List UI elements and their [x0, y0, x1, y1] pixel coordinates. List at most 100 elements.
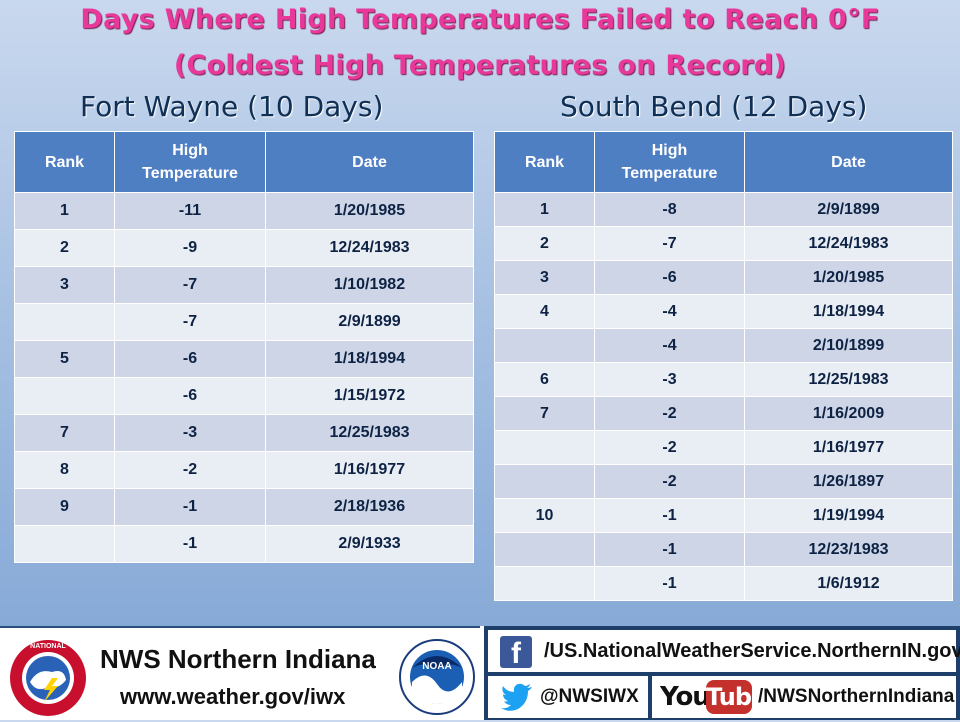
col-high-label: High [172, 142, 208, 159]
temperature-cell: -4 [594, 328, 745, 363]
date-cell: 1/19/1994 [744, 498, 953, 533]
table-row: 2 -9 12/24/1983 [14, 229, 474, 267]
twitter-icon [501, 683, 532, 711]
temperature-cell: -7 [594, 226, 745, 261]
date-cell: 1/16/1977 [265, 451, 474, 489]
rank-cell [494, 532, 595, 567]
date-cell: 1/6/1912 [744, 566, 953, 601]
footer-branding: NATIONAL NWS Northern Indiana www.weathe… [0, 626, 480, 722]
office-name: NWS Northern Indiana [100, 644, 376, 674]
date-cell: 1/18/1994 [265, 340, 474, 378]
rank-cell: 2 [14, 229, 115, 267]
table-row: -2 1/26/1897 [494, 464, 953, 499]
noaa-seal-text: NOAA [422, 661, 451, 672]
col-temperature-label: Temperature [621, 165, 718, 182]
date-cell: 2/9/1899 [265, 303, 474, 341]
table-row: 7 -3 12/25/1983 [14, 414, 474, 452]
south-bend-heading: South Bend (12 Days) [560, 90, 868, 123]
table-row: 4 -4 1/18/1994 [494, 294, 953, 329]
table-row: -4 2/10/1899 [494, 328, 953, 363]
date-cell: 2/9/1933 [265, 525, 474, 563]
date-cell: 12/24/1983 [744, 226, 953, 261]
youtube-logo-you: You [660, 682, 711, 712]
temperature-cell: -6 [114, 377, 266, 415]
table-row: -7 2/9/1899 [14, 303, 474, 341]
nws-logo-icon: NATIONAL [10, 640, 86, 716]
rank-cell: 7 [494, 396, 595, 431]
temperature-cell: -1 [594, 498, 745, 533]
website-link[interactable]: www.weather.gov/iwx [120, 684, 346, 709]
rank-cell: 1 [494, 192, 595, 227]
page-subtitle: (Coldest High Temperatures on Record) [173, 50, 787, 81]
date-cell: 1/20/1985 [265, 192, 474, 230]
temperature-cell: -9 [114, 229, 266, 267]
table-row: -1 2/9/1933 [14, 525, 474, 563]
social-links: f /US.NationalWeatherService.NorthernIN.… [484, 626, 960, 720]
temperature-cell: -2 [114, 451, 266, 489]
date-cell: 12/23/1983 [744, 532, 953, 567]
table-row: 1 -8 2/9/1899 [494, 192, 953, 227]
rank-cell: 6 [494, 362, 595, 397]
temperature-cell: -3 [114, 414, 266, 452]
date-cell: 2/9/1899 [744, 192, 953, 227]
date-cell: 12/25/1983 [744, 362, 953, 397]
youtube-icon: Tube [706, 680, 767, 714]
table-row: 5 -6 1/18/1994 [14, 340, 474, 378]
date-cell: 12/25/1983 [265, 414, 474, 452]
col-rank: Rank [494, 131, 595, 193]
date-cell: 1/16/1977 [744, 430, 953, 465]
table-row: -1 1/6/1912 [494, 566, 953, 601]
rank-cell [494, 566, 595, 601]
table-row: 1 -11 1/20/1985 [14, 192, 474, 230]
rank-cell: 3 [14, 266, 115, 304]
table-row: 7 -2 1/16/2009 [494, 396, 953, 431]
rank-cell: 3 [494, 260, 595, 295]
temperature-cell: -2 [594, 430, 745, 465]
table-row: 2 -7 12/24/1983 [494, 226, 953, 261]
col-temperature-label: Temperature [142, 165, 238, 182]
table-row: 3 -7 1/10/1982 [14, 266, 474, 304]
table-header-row: Rank High Temperature Date [14, 131, 474, 193]
facebook-link[interactable]: f /US.NationalWeatherService.NorthernIN.… [488, 630, 960, 672]
date-cell: 2/10/1899 [744, 328, 953, 363]
col-date: Date [744, 131, 953, 193]
rank-cell [14, 525, 115, 563]
table-row: 9 -1 2/18/1936 [14, 488, 474, 526]
date-cell: 1/20/1985 [744, 260, 953, 295]
temperature-cell: -7 [114, 303, 266, 341]
svg-text:NATIONAL: NATIONAL [30, 643, 66, 650]
rank-cell: 7 [14, 414, 115, 452]
table-row: -2 1/16/1977 [494, 430, 953, 465]
temperature-cell: -2 [594, 396, 745, 431]
rank-cell [14, 303, 115, 341]
temperature-cell: -7 [114, 266, 266, 304]
table-row: 10 -1 1/19/1994 [494, 498, 953, 533]
temperature-cell: -1 [114, 525, 266, 563]
rank-cell: 5 [14, 340, 115, 378]
date-cell: 12/24/1983 [265, 229, 474, 267]
table-row: -1 12/23/1983 [494, 532, 953, 567]
rank-cell [494, 430, 595, 465]
date-cell: 1/10/1982 [265, 266, 474, 304]
twitter-link[interactable]: @NWSIWX [488, 676, 648, 718]
footer: NATIONAL NWS Northern Indiana www.weathe… [0, 626, 960, 720]
south-bend-table: Rank High Temperature Date 1 -8 2/9/1899 2 -7… [494, 131, 953, 601]
temperature-cell: -1 [594, 532, 745, 567]
table-row: 3 -6 1/20/1985 [494, 260, 953, 295]
page-title: Days Where High Temperatures Failed to R… [80, 4, 880, 35]
facebook-icon: f [500, 636, 532, 670]
rank-cell [494, 464, 595, 499]
youtube-handle: /NWSNorthernIndiana [758, 686, 955, 707]
table-row: 8 -2 1/16/1977 [14, 451, 474, 489]
temperature-cell: -6 [114, 340, 266, 378]
rank-cell: 9 [14, 488, 115, 526]
temperature-cell: -2 [594, 464, 745, 499]
youtube-link[interactable]: You Tube /NWSNorthernIndiana [652, 676, 956, 718]
date-cell: 1/15/1972 [265, 377, 474, 415]
temperature-cell: -11 [114, 192, 266, 230]
date-cell: 1/18/1994 [744, 294, 953, 329]
temperature-cell: -1 [114, 488, 266, 526]
rank-cell [494, 328, 595, 363]
rank-cell: 2 [494, 226, 595, 261]
col-high-temperature: High Temperature [114, 131, 266, 193]
